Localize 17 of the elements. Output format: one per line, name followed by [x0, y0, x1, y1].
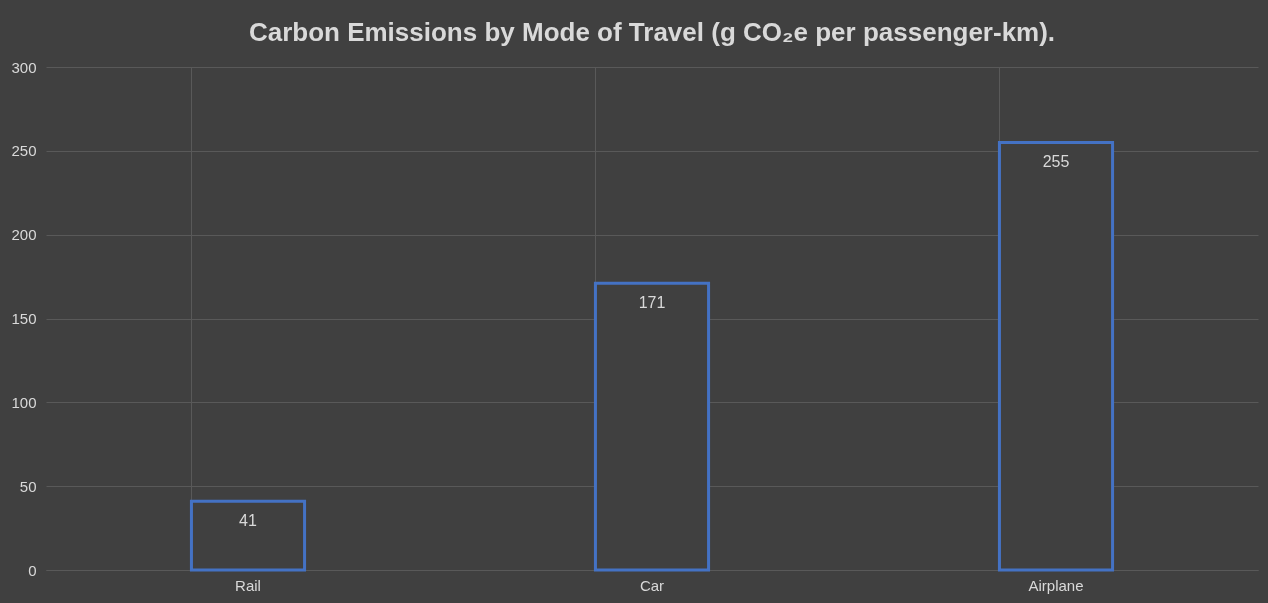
- data-label: 171: [638, 294, 666, 312]
- y-tick-label: 0: [28, 561, 37, 579]
- x-tick-label: Airplane: [1028, 576, 1084, 594]
- y-tick-label: 200: [11, 226, 37, 244]
- bar: [997, 140, 1115, 572]
- y-tick-label: 150: [11, 310, 37, 327]
- y-tick-label: 50: [19, 477, 37, 495]
- bar: [189, 499, 307, 572]
- bar: [593, 281, 711, 572]
- y-tick-label: 300: [11, 58, 37, 76]
- chart-title: Carbon Emissions by Mode of Travel (g CO₂e per passenger-km).: [248, 17, 1056, 47]
- y-tick-label: 250: [11, 142, 37, 160]
- x-tick-label: Rail: [235, 576, 261, 594]
- data-label: 41: [239, 512, 257, 530]
- x-tick-label: Car: [639, 576, 665, 594]
- y-tick-label: 100: [11, 393, 37, 411]
- data-label: 255: [1042, 153, 1070, 171]
